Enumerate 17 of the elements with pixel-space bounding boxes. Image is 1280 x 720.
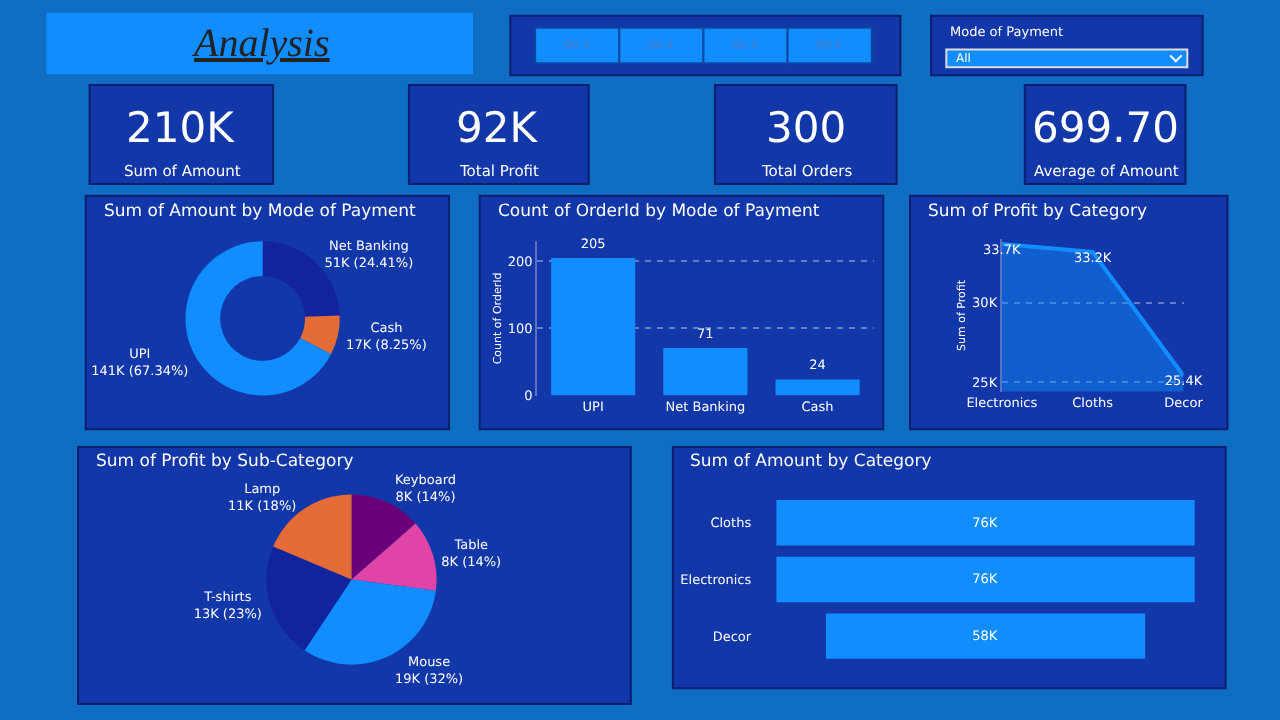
text: Sum of Amount by Category <box>690 452 932 472</box>
pie-slice <box>266 546 352 651</box>
data-label: 210K <box>126 104 237 152</box>
bar <box>551 258 636 396</box>
donut-slice <box>300 315 340 355</box>
pie-slice <box>351 523 437 591</box>
chart-title: Sum of Amount by Mode of Payment <box>104 202 418 222</box>
pie-slice <box>351 494 416 580</box>
bar <box>663 347 748 396</box>
chart-title: Count of OrderId by Mode of Payment <box>498 202 821 222</box>
chart-title: Sum of Profit by Category <box>928 202 1147 222</box>
data-label: 300 <box>766 104 847 152</box>
text: Analysis <box>190 22 330 66</box>
bar <box>775 379 860 396</box>
chart-title: Sum of Profit by Sub-Category <box>96 452 354 472</box>
data-label: 92K <box>456 104 540 152</box>
data-label: 699.70 <box>1032 104 1179 152</box>
